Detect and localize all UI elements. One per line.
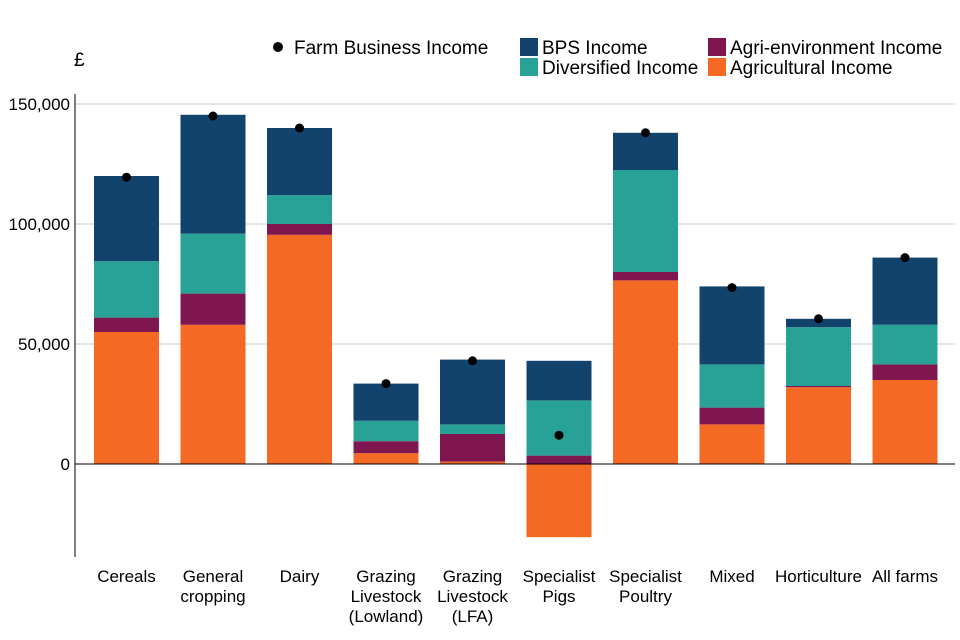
- bar-bps-all-farms: [872, 257, 938, 325]
- y-tick-label: 50,000: [18, 335, 70, 354]
- bar-agrienv-cereals: [94, 317, 159, 332]
- legend-label-agricultural: Agricultural Income: [730, 58, 893, 79]
- y-tick-label: 150,000: [9, 95, 70, 114]
- bar-diversified-mixed: [699, 364, 765, 408]
- legend-swatch-agricultural: [708, 58, 726, 76]
- bar-diversified-cereals: [94, 261, 159, 318]
- bar-bps-cereals: [94, 176, 159, 262]
- bar-agrienv-specialist-pigs: [526, 455, 592, 464]
- point-fbi-horticulture: [814, 314, 823, 324]
- bar-agrienv-grazing-lowland: [353, 441, 419, 454]
- bar-bps-general-cropping: [180, 114, 246, 234]
- bar-bps-specialist-poultry: [613, 132, 678, 170]
- bar-diversified-general-cropping: [180, 233, 246, 294]
- bar-agricultural-all-farms: [872, 380, 938, 464]
- x-tick-label-line: Specialist: [609, 567, 682, 586]
- bar-bps-mixed: [699, 286, 765, 365]
- point-fbi-dairy: [295, 123, 304, 133]
- x-tick-label-line: All farms: [872, 567, 938, 586]
- x-tick-label-all-farms: All farms: [872, 567, 938, 586]
- legend-swatch-diversified: [520, 58, 538, 76]
- bar-diversified-grazing-lfa: [440, 424, 505, 434]
- bar-diversified-dairy: [267, 195, 332, 224]
- y-tick-label: 0: [61, 455, 70, 474]
- x-tick-label-grazing-lowland: Grazing Livestock (Lowland): [349, 567, 424, 626]
- bar-agrienv-dairy: [267, 224, 332, 235]
- bar-diversified-grazing-lowland: [353, 420, 419, 442]
- x-tick-label-line: Grazing: [356, 567, 416, 586]
- x-tick-label-general-cropping: General cropping: [180, 567, 245, 606]
- bar-layer: [94, 114, 938, 538]
- x-tick-label-horticulture: Horticulture: [775, 567, 862, 586]
- legend-label-agrienv: Agri-environment Income: [730, 38, 942, 59]
- x-tick-label-line: Dairy: [280, 567, 320, 586]
- bar-agricultural-grazing-lowland: [353, 453, 419, 464]
- x-tick-label-grazing-lfa: Grazing Livestock (LFA): [437, 567, 508, 626]
- x-tick-label-specialist-pigs: Specialist Pigs: [523, 567, 596, 606]
- x-tick-label-dairy: Dairy: [280, 567, 320, 586]
- bar-bps-specialist-pigs: [526, 360, 592, 401]
- bar-agricultural-mixed: [699, 424, 765, 464]
- legend-swatch-bps: [520, 38, 538, 56]
- bar-diversified-specialist-poultry: [613, 170, 678, 272]
- bar-agrienv-general-cropping: [180, 293, 246, 325]
- point-fbi-grazing-lfa: [468, 356, 477, 366]
- x-tick-label-line: cropping: [180, 587, 245, 606]
- bar-agricultural-specialist-poultry: [613, 280, 678, 464]
- bar-agricultural-grazing-lfa: [440, 461, 505, 464]
- x-tick-label-line: (LFA): [452, 607, 494, 626]
- x-tick-label-line: Cereals: [97, 567, 156, 586]
- x-tick-label-cereals: Cereals: [97, 567, 156, 586]
- label-layer: 0 50,000 100,000 150,000 Cereals General cropp…: [9, 95, 939, 626]
- x-tick-label-line: Grazing: [443, 567, 503, 586]
- bar-agricultural-cereals: [94, 332, 159, 464]
- bar-agrienv-grazing-lfa: [440, 434, 505, 462]
- point-fbi-grazing-lowland: [381, 379, 391, 389]
- x-tick-label-line: Livestock: [437, 587, 508, 606]
- x-tick-label-mixed: Mixed: [709, 567, 754, 586]
- point-layer: [122, 111, 910, 440]
- bar-diversified-specialist-pigs: [526, 400, 592, 456]
- legend-label-bps: BPS Income: [542, 38, 648, 59]
- y-axis-unit-label: £: [74, 50, 85, 71]
- point-fbi-all-farms: [900, 253, 910, 263]
- bar-bps-grazing-lfa: [440, 359, 505, 425]
- bar-diversified-horticulture: [786, 327, 851, 386]
- bar-agrienv-all-farms: [872, 364, 938, 380]
- point-fbi-specialist-pigs: [554, 430, 564, 440]
- x-tick-label-line: (Lowland): [349, 607, 424, 626]
- point-fbi-mixed: [727, 283, 737, 293]
- bar-agrienv-mixed: [699, 407, 765, 425]
- x-tick-label-line: General: [183, 567, 243, 586]
- x-tick-label-line: Pigs: [542, 587, 575, 606]
- y-tick-label: 100,000: [9, 215, 70, 234]
- point-fbi-specialist-poultry: [641, 128, 650, 138]
- x-tick-label-line: Horticulture: [775, 567, 862, 586]
- bar-diversified-all-farms: [872, 324, 938, 365]
- x-tick-label-line: Livestock: [351, 587, 422, 606]
- bar-bps-grazing-lowland: [353, 383, 419, 421]
- bar-agricultural-general-cropping: [180, 324, 246, 464]
- bar-bps-dairy: [267, 128, 332, 196]
- x-tick-label-line: Poultry: [619, 587, 672, 606]
- legend-swatch-agrienv: [708, 38, 726, 56]
- bar-agricultural-horticulture: [786, 387, 851, 464]
- bar-agrienv-horticulture: [786, 386, 851, 388]
- point-fbi-cereals: [122, 172, 131, 182]
- legend-marker-fbi: [273, 42, 283, 52]
- x-tick-label-line: Mixed: [709, 567, 754, 586]
- axis-layer: [74, 94, 955, 557]
- legend: Farm Business Income BPS Income Agri-envir…: [273, 38, 942, 79]
- point-fbi-general-cropping: [208, 111, 218, 121]
- legend-label-diversified: Diversified Income: [542, 58, 698, 79]
- bar-agrienv-specialist-poultry: [613, 272, 678, 281]
- bar-agricultural-dairy: [267, 234, 332, 464]
- bar-agricultural-specialist-pigs: [526, 464, 592, 538]
- x-tick-label-line: Specialist: [523, 567, 596, 586]
- x-tick-label-specialist-poultry: Specialist Poultry: [609, 567, 682, 606]
- legend-label-fbi: Farm Business Income: [294, 38, 488, 59]
